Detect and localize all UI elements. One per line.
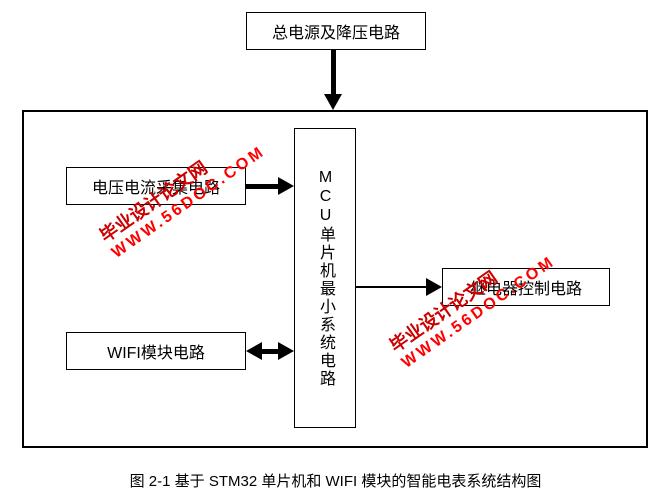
figure-caption: 图 2-1 基于 STM32 单片机和 WIFI 模块的智能电表系统结构图 bbox=[0, 470, 671, 491]
mcu-block: MCU单片机最小系统电路 bbox=[294, 128, 356, 428]
wifi-label: WIFI模块电路 bbox=[107, 339, 205, 363]
power-block: 总电源及降压电路 bbox=[246, 12, 426, 50]
mcu-label: MCU单片机最小系统电路 bbox=[313, 169, 337, 388]
arrow-voltage-head bbox=[278, 177, 294, 195]
voltage-block: 电压电流采集电路 bbox=[66, 167, 246, 205]
arrow-relay-line bbox=[356, 286, 428, 288]
arrow-power-down-line bbox=[331, 50, 336, 96]
relay-label: 继电器控制电路 bbox=[470, 275, 582, 299]
wifi-block: WIFI模块电路 bbox=[66, 332, 246, 370]
power-label: 总电源及降压电路 bbox=[272, 19, 400, 43]
arrow-relay-head bbox=[426, 278, 442, 296]
arrow-wifi-head-right bbox=[278, 342, 294, 360]
arrow-voltage-line bbox=[246, 184, 280, 189]
relay-block: 继电器控制电路 bbox=[442, 268, 610, 306]
voltage-label: 电压电流采集电路 bbox=[92, 174, 220, 198]
caption-text: 图 2-1 基于 STM32 单片机和 WIFI 模块的智能电表系统结构图 bbox=[130, 473, 542, 490]
arrow-power-down-head bbox=[324, 94, 342, 110]
arrow-wifi-line bbox=[260, 349, 280, 354]
